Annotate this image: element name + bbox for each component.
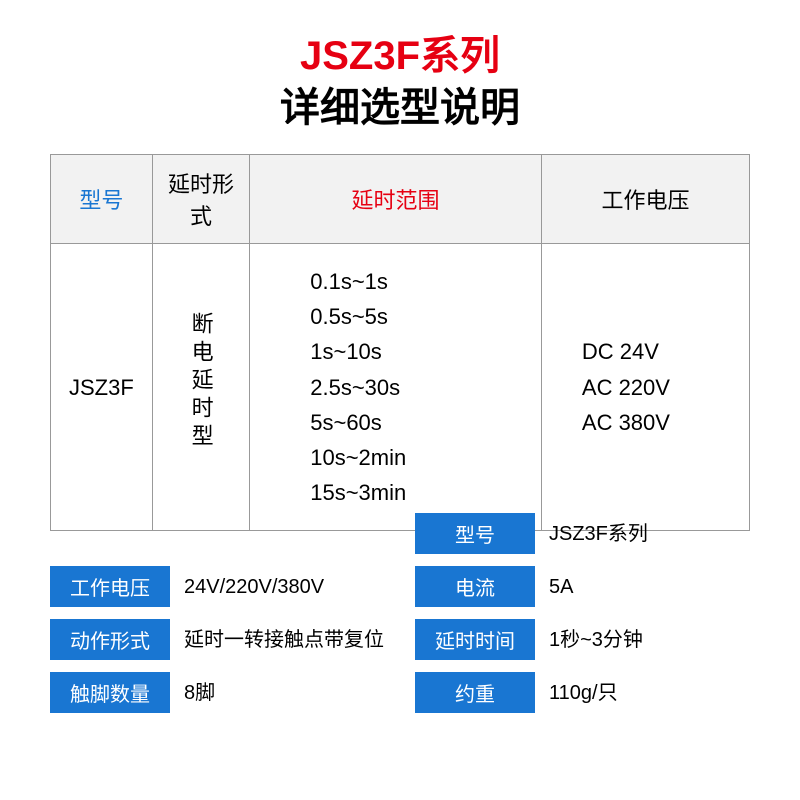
delay-type-text: 断电延时型 xyxy=(183,312,218,452)
th-model: 型号 xyxy=(51,155,153,244)
main-title: JSZ3F系列 xyxy=(50,30,750,82)
delay-range-item: 10s~2min xyxy=(310,440,523,475)
specs-grid: 工作电压24V/220V/380V动作形式延时一转接触点带复位触脚数量8脚 型号… xyxy=(50,561,750,725)
voltage-item: DC 24V xyxy=(582,334,731,369)
delay-range-item: 0.5s~5s xyxy=(310,299,523,334)
spec-value: 110g/只 xyxy=(535,680,618,706)
spec-label: 延时时间 xyxy=(415,619,535,660)
title-block: JSZ3F系列 详细选型说明 xyxy=(50,30,750,134)
delay-range-item: 5s~60s xyxy=(310,405,523,440)
spec-row: 型号JSZ3F系列 xyxy=(415,513,750,554)
spec-row: 工作电压24V/220V/380V xyxy=(50,566,385,607)
spec-label: 动作形式 xyxy=(50,619,170,660)
spec-row: 触脚数量8脚 xyxy=(50,672,385,713)
specs-right-col: 型号JSZ3F系列电流5A延时时间1秒~3分钟约重110g/只 xyxy=(415,561,750,725)
spec-label: 型号 xyxy=(415,513,535,554)
voltage-item: AC 380V xyxy=(582,405,731,440)
sub-title: 详细选型说明 xyxy=(50,82,750,134)
spec-value: JSZ3F系列 xyxy=(535,521,648,547)
spec-value: 5A xyxy=(535,574,573,600)
spec-row: 延时时间1秒~3分钟 xyxy=(415,619,750,660)
delay-range-item: 2.5s~30s xyxy=(310,370,523,405)
spec-value: 24V/220V/380V xyxy=(170,574,324,600)
spec-label: 触脚数量 xyxy=(50,672,170,713)
table-header-row: 型号 延时形式 延时范围 工作电压 xyxy=(51,155,750,244)
delay-range-item: 15s~3min xyxy=(310,475,523,510)
delay-range-item: 0.1s~1s xyxy=(310,264,523,299)
td-model: JSZ3F xyxy=(51,244,153,531)
spec-label: 工作电压 xyxy=(50,566,170,607)
spec-row: 电流5A xyxy=(415,566,750,607)
th-delay-type: 延时形式 xyxy=(152,155,249,244)
spec-row: 约重110g/只 xyxy=(415,672,750,713)
voltage-item: AC 220V xyxy=(582,370,731,405)
spec-label: 约重 xyxy=(415,672,535,713)
td-voltages: DC 24VAC 220VAC 380V xyxy=(541,244,749,531)
spec-value: 延时一转接触点带复位 xyxy=(170,627,384,653)
specs-left-col: 工作电压24V/220V/380V动作形式延时一转接触点带复位触脚数量8脚 xyxy=(50,566,385,725)
spec-value: 1秒~3分钟 xyxy=(535,627,643,653)
td-delay-type: 断电延时型 xyxy=(152,244,249,531)
th-voltage: 工作电压 xyxy=(541,155,749,244)
spec-label: 电流 xyxy=(415,566,535,607)
table-row: JSZ3F 断电延时型 0.1s~1s0.5s~5s1s~10s2.5s~30s… xyxy=(51,244,750,531)
spec-row: 动作形式延时一转接触点带复位 xyxy=(50,619,385,660)
delay-range-item: 1s~10s xyxy=(310,334,523,369)
spec-value: 8脚 xyxy=(170,680,215,706)
th-delay-range: 延时范围 xyxy=(250,155,542,244)
td-delay-ranges: 0.1s~1s0.5s~5s1s~10s2.5s~30s5s~60s10s~2m… xyxy=(250,244,542,531)
spec-table: 型号 延时形式 延时范围 工作电压 JSZ3F 断电延时型 0.1s~1s0.5… xyxy=(50,154,750,531)
